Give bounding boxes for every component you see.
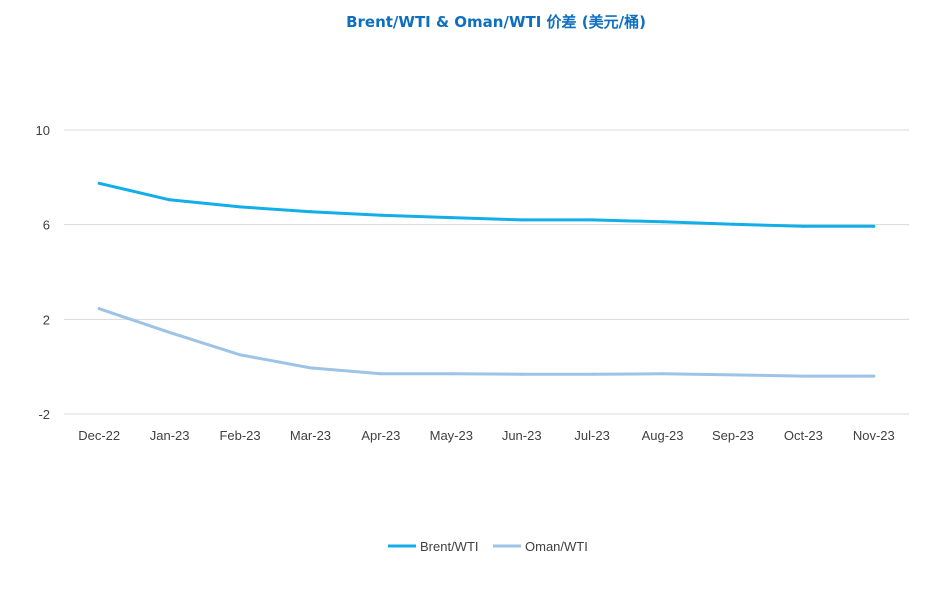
x-tick-label: Jan-23 (150, 428, 190, 443)
x-tick-label: Dec-22 (78, 428, 120, 443)
data-point (801, 374, 805, 378)
y-tick-label: 2 (43, 312, 50, 327)
y-tick-label: 6 (43, 218, 50, 233)
data-point (661, 220, 665, 224)
data-point (379, 213, 383, 217)
data-point (308, 366, 312, 370)
data-point (449, 216, 453, 220)
x-tick-label: Feb-23 (219, 428, 260, 443)
data-point (97, 181, 101, 185)
data-point (872, 224, 876, 228)
x-tick-label: Oct-23 (784, 428, 823, 443)
series-line-brent-wti (97, 181, 876, 228)
x-tick-label: Mar-23 (290, 428, 331, 443)
x-tick-label: Nov-23 (853, 428, 895, 443)
data-point (661, 372, 665, 376)
x-tick-label: May-23 (430, 428, 473, 443)
data-point (590, 218, 594, 222)
data-point (731, 222, 735, 226)
y-axis-ticks: -2 2 6 10 (36, 123, 50, 422)
chart-title: Brent/WTI & Oman/WTI 价差 (美元/桶) (346, 13, 646, 31)
y-tick-label: 10 (36, 123, 50, 138)
legend-label: Oman/WTI (525, 539, 588, 554)
x-axis-ticks: Dec-22 Jan-23 Feb-23 Mar-23 Apr-23 May-23 Jun-… (78, 428, 895, 443)
series-layer (97, 181, 876, 378)
legend-label: Brent/WTI (420, 539, 479, 554)
x-tick-label: Aug-23 (642, 428, 684, 443)
data-point (238, 353, 242, 357)
data-point (379, 372, 383, 376)
data-point (731, 373, 735, 377)
data-point (168, 198, 172, 202)
data-point (97, 307, 101, 311)
legend: Brent/WTI Oman/WTI (388, 539, 588, 554)
x-tick-label: Apr-23 (361, 428, 400, 443)
x-tick-label: Sep-23 (712, 428, 754, 443)
grid-layer (64, 129, 909, 415)
data-point (308, 210, 312, 214)
data-point (801, 224, 805, 228)
x-tick-label: Jun-23 (502, 428, 542, 443)
data-point (520, 218, 524, 222)
data-point (238, 205, 242, 209)
x-tick-label: Jul-23 (574, 428, 609, 443)
data-point (449, 372, 453, 376)
data-point (168, 330, 172, 334)
series-line-oman-wti (97, 307, 876, 378)
data-point (590, 372, 594, 376)
data-point (520, 372, 524, 376)
y-tick-label: -2 (38, 407, 50, 422)
data-point (872, 374, 876, 378)
